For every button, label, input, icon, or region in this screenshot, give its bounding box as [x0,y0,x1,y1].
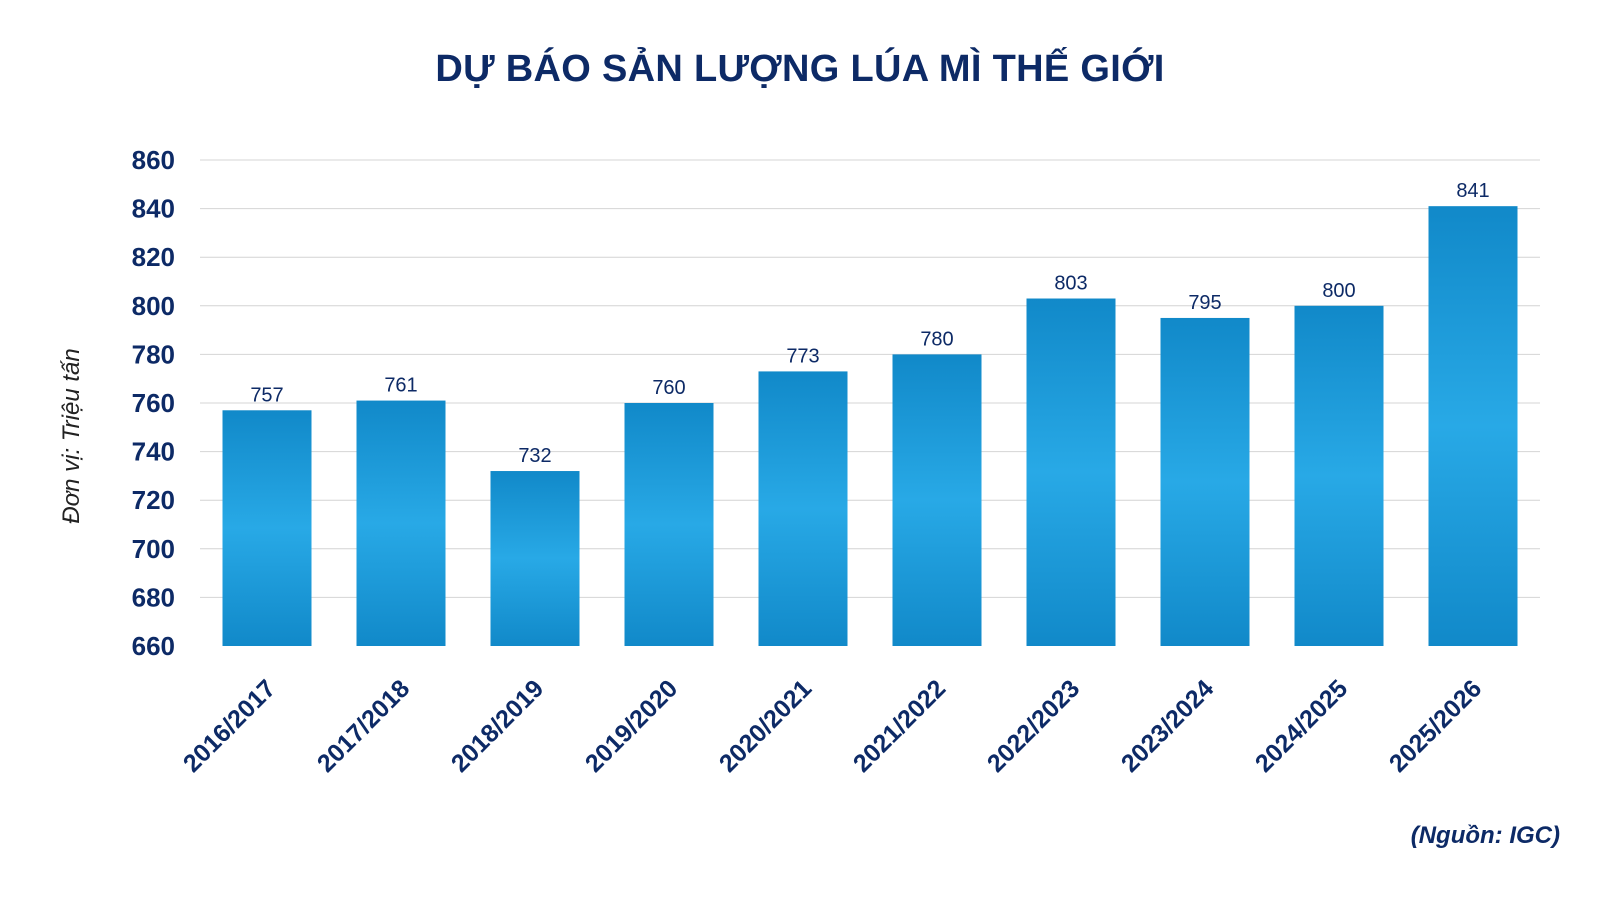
x-tick-label: 2022/2023 [982,674,1085,777]
data-label: 803 [1054,273,1087,295]
data-label: 773 [786,345,819,367]
y-tick-label: 800 [132,291,175,321]
data-label: 841 [1456,180,1489,202]
data-label: 757 [250,384,283,406]
x-tick-label: 2017/2018 [312,674,415,777]
data-label: 780 [920,328,953,350]
bar [1428,206,1518,647]
bar [1026,298,1116,646]
y-axis-ticks: 660 680 700 720 740 760 780 800 820 840 860 [132,145,175,661]
data-label: 760 [652,377,685,399]
source-note: (Nguồn: IGC) [1410,822,1560,849]
x-axis-ticks: 2016/2017 2017/2018 2018/2019 2019/2020 2020… [178,674,1487,777]
y-tick-label: 760 [132,388,175,418]
bar [1160,317,1250,646]
y-tick-label: 680 [132,582,175,612]
bar [356,400,446,646]
bar [892,354,982,646]
x-tick-label: 2023/2024 [1116,674,1219,777]
x-tick-label: 2018/2019 [446,674,549,777]
x-tick-label: 2025/2026 [1384,674,1487,777]
y-tick-label: 660 [132,631,175,661]
bar [490,471,580,646]
y-tick-label: 740 [132,437,175,467]
x-tick-label: 2021/2022 [848,674,951,777]
y-tick-label: 840 [132,194,175,224]
y-tick-label: 700 [132,534,175,564]
y-tick-label: 780 [132,339,175,369]
x-tick-label: 2020/2021 [714,674,817,777]
data-label: 761 [384,375,417,397]
y-tick-label: 720 [132,485,175,515]
data-label: 732 [518,445,551,467]
data-label: 795 [1188,292,1221,314]
y-tick-label: 860 [132,145,175,175]
chart-title: DỰ BÁO SẢN LƯỢNG LÚA MÌ THẾ GIỚI [435,48,1165,90]
data-labels: 757 761 732 760 773 780 803 795 800 841 [250,180,1489,467]
bar [758,371,848,646]
bars [222,206,1518,647]
bar [1294,305,1384,646]
data-label: 800 [1322,280,1355,302]
bar [222,410,312,646]
y-tick-label: 820 [132,242,175,272]
x-tick-label: 2019/2020 [580,674,683,777]
x-tick-label: 2024/2025 [1250,674,1353,777]
bar [624,403,714,646]
x-tick-label: 2016/2017 [178,674,281,777]
